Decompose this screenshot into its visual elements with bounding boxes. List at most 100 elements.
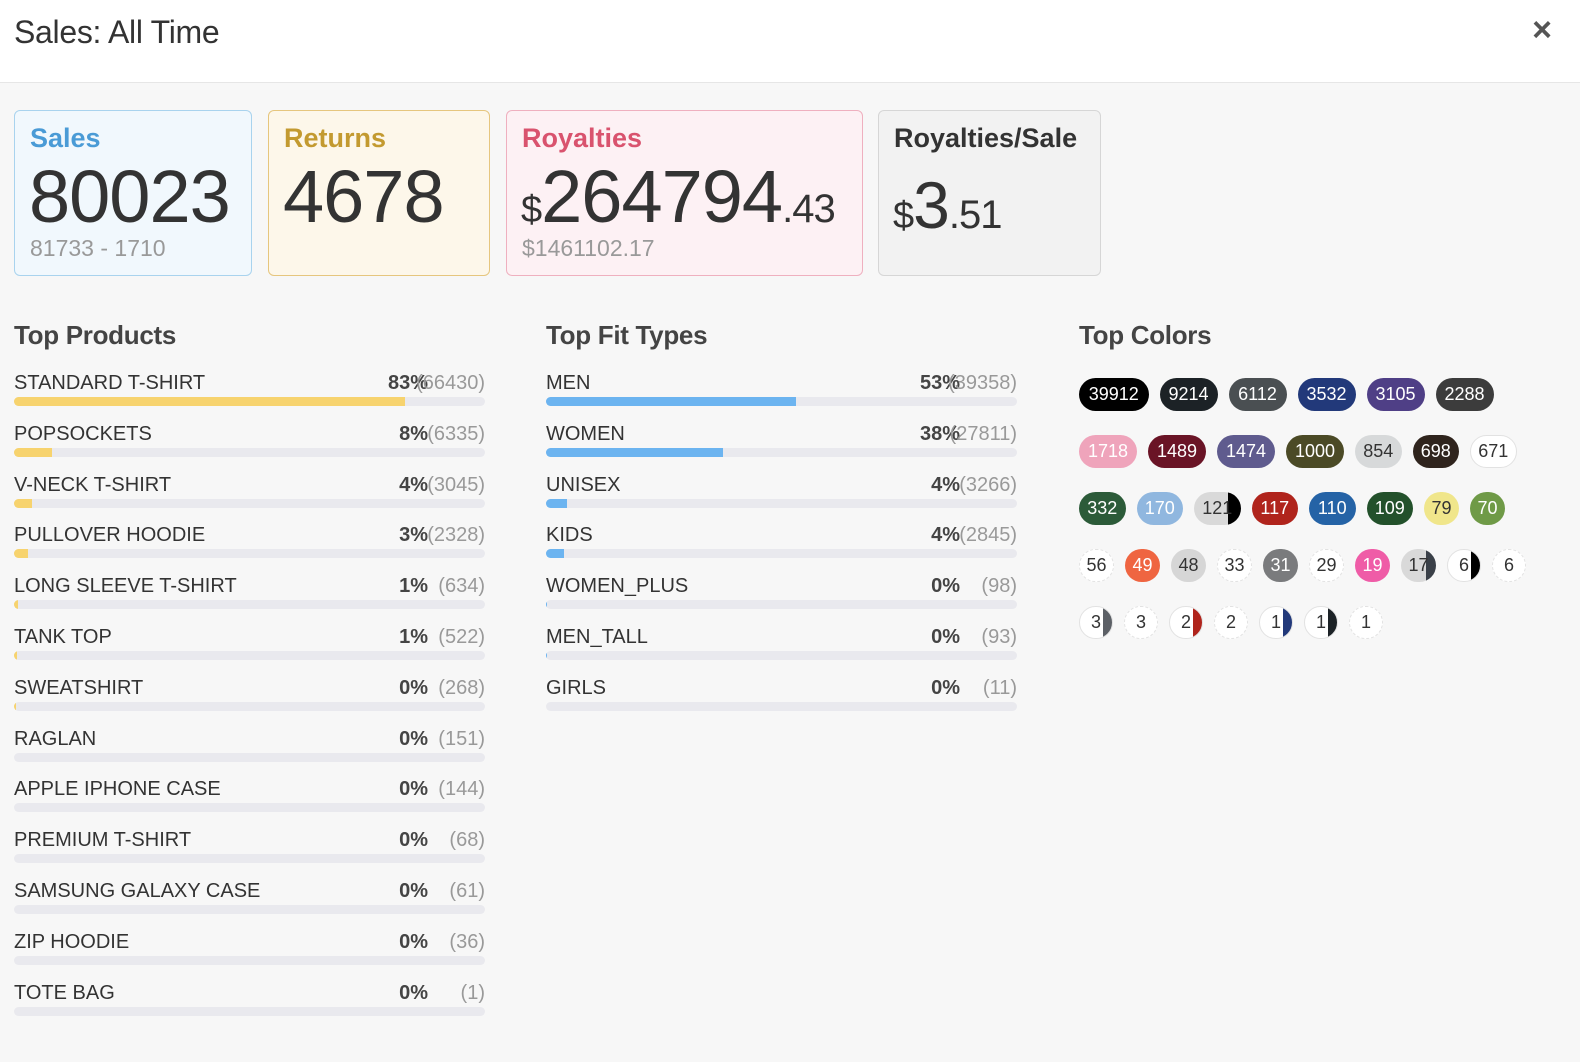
fit-type-percent: 0% <box>931 575 960 598</box>
product-row: TANK TOP 1% (522) <box>14 622 485 673</box>
fit-type-progress-track <box>546 549 1017 559</box>
royalties-value: $264794.43 <box>521 153 836 242</box>
color-chip: 1 <box>1304 606 1338 639</box>
color-chip: 48 <box>1171 549 1206 582</box>
product-name: RAGLAN <box>14 727 97 750</box>
top-fit-types-title: Top Fit Types <box>546 320 708 350</box>
color-chip: 17 <box>1401 549 1436 582</box>
color-chip: 2288 <box>1435 378 1494 411</box>
royalties-per-sale-value: $3.51 <box>893 159 1003 248</box>
product-percent: 4% <box>399 473 428 496</box>
product-count: (66430) <box>416 372 485 394</box>
color-chip: 56 <box>1079 549 1114 582</box>
product-row: PREMIUM T-SHIRT 0% (68) <box>14 825 485 876</box>
color-chip: 2 <box>1169 606 1203 639</box>
rps-decimal: .51 <box>948 193 1003 237</box>
color-chip: 6 <box>1492 549 1526 582</box>
product-progress-fill <box>14 447 52 457</box>
color-chip: 121 <box>1194 492 1241 525</box>
fit-type-percent: 4% <box>931 473 960 496</box>
color-chip: 332 <box>1079 492 1126 525</box>
color-chip: 854 <box>1355 435 1402 468</box>
royalties-integer: 264794 <box>541 155 783 238</box>
fit-type-progress-fill <box>546 397 796 406</box>
product-percent: 0% <box>399 930 428 953</box>
fit-type-row: UNISEX 4% (3266) <box>546 470 1017 521</box>
product-progress-track <box>14 955 485 965</box>
fit-type-name: MEN_TALL <box>546 625 648 648</box>
product-name: LONG SLEEVE T-SHIRT <box>14 575 237 598</box>
top-products-title: Top Products <box>14 320 177 350</box>
product-percent: 0% <box>399 778 428 801</box>
product-name: TANK TOP <box>14 625 112 648</box>
fit-type-percent: 0% <box>931 676 960 699</box>
product-progress-fill <box>14 650 18 660</box>
fit-type-progress-track <box>546 701 1017 711</box>
product-count: (268) <box>438 676 485 699</box>
fit-type-name: MEN <box>546 372 591 394</box>
product-progress-track <box>14 1006 485 1016</box>
product-count: (61) <box>449 879 485 902</box>
color-chip: 3532 <box>1297 378 1356 411</box>
product-name: APPLE IPHONE CASE <box>14 778 221 801</box>
fit-type-percent: 0% <box>931 625 960 648</box>
product-count: (522) <box>438 625 485 648</box>
color-chip: 3105 <box>1366 378 1425 411</box>
product-progress-track <box>14 600 485 610</box>
product-row: RAGLAN 0% (151) <box>14 724 485 775</box>
returns-label: Returns <box>284 123 387 153</box>
color-chip: 109 <box>1366 492 1413 525</box>
color-chip: 671 <box>1470 435 1517 468</box>
product-percent: 1% <box>399 625 428 648</box>
fit-type-progress-track <box>546 650 1017 660</box>
fit-type-progress-fill <box>546 498 567 508</box>
fit-type-row: WOMEN_PLUS 0% (98) <box>546 571 1017 622</box>
close-icon[interactable]: × <box>1532 11 1552 49</box>
product-count: (36) <box>449 930 485 953</box>
fit-type-progress-fill <box>546 447 723 457</box>
fit-type-count: (11) <box>982 676 1017 699</box>
royalties-label: Royalties <box>522 123 643 153</box>
product-progress-track <box>14 650 485 660</box>
color-chip: 1000 <box>1286 435 1344 468</box>
color-chip: 3 <box>1079 606 1113 639</box>
fit-type-count: (3266) <box>959 473 1017 496</box>
product-name: SWEATSHIRT <box>14 676 144 699</box>
royalties-decimal: .43 <box>782 187 836 231</box>
modal-header: Sales: All Time × <box>0 0 1580 83</box>
color-chip: 3 <box>1124 606 1158 639</box>
product-name: STANDARD T-SHIRT <box>14 372 206 394</box>
color-chip: 79 <box>1424 492 1459 525</box>
product-name: TOTE BAG <box>14 981 115 1004</box>
royalties-per-sale-label: Royalties/Sale <box>894 123 1078 153</box>
product-name: PREMIUM T-SHIRT <box>14 829 192 852</box>
product-name: ZIP HOODIE <box>14 930 130 953</box>
product-progress-fill <box>14 600 18 610</box>
top-products-list: STANDARD T-SHIRT 83% (66430) POPSOCKETS 8% (6… <box>14 368 485 1028</box>
product-row: V-NECK T-SHIRT 4% (3045) <box>14 470 485 521</box>
fit-type-name: WOMEN_PLUS <box>546 575 689 598</box>
product-count: (6335) <box>427 422 485 445</box>
color-chip: 170 <box>1136 492 1183 525</box>
product-count: (2328) <box>427 524 485 547</box>
product-progress-track <box>14 549 485 559</box>
color-chip: 1474 <box>1217 435 1275 468</box>
fit-type-progress-track <box>546 397 1017 406</box>
color-chip: 6 <box>1447 549 1481 582</box>
product-progress-fill <box>14 701 16 711</box>
product-percent: 0% <box>399 676 428 699</box>
fit-type-progress-fill <box>546 600 547 610</box>
fit-type-row: WOMEN 38% (27811) <box>546 419 1017 470</box>
product-row: SAMSUNG GALAXY CASE 0% (61) <box>14 876 485 927</box>
product-name: SAMSUNG GALAXY CASE <box>14 879 261 902</box>
product-row: APPLE IPHONE CASE 0% (144) <box>14 774 485 825</box>
color-chip: 29 <box>1309 549 1344 582</box>
product-percent: 0% <box>399 981 428 1004</box>
fit-type-progress-track <box>546 447 1017 457</box>
product-progress-fill <box>14 498 32 508</box>
fit-type-row: MEN_TALL 0% (93) <box>546 622 1017 673</box>
color-chip: 19 <box>1355 549 1390 582</box>
rps-currency: $ <box>893 195 914 237</box>
product-progress-track <box>14 752 485 762</box>
rps-integer: 3 <box>913 168 950 242</box>
